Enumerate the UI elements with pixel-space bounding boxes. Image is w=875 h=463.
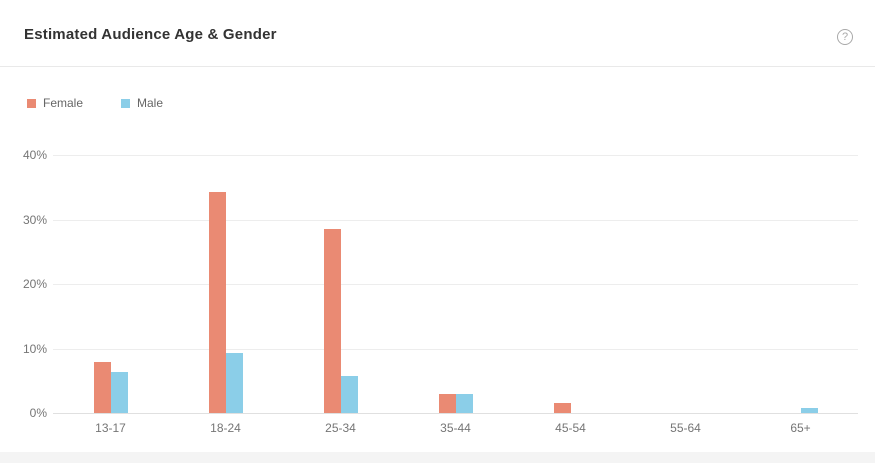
card-header: Estimated Audience Age & Gender ? xyxy=(0,0,875,67)
x-axis-tick-label: 65+ xyxy=(790,421,811,435)
male-bar-18-24[interactable] xyxy=(225,353,243,413)
age-gender-bar-chart: 0% 10% 20% 30% 40% 13-17 18-24 25-34 35-44 45-54 5… xyxy=(0,148,875,445)
female-bar-25-34[interactable] xyxy=(323,229,341,413)
category-group-35-44: 35-44 xyxy=(398,155,513,435)
legend-item-female[interactable]: Female xyxy=(27,96,83,110)
bar-pair xyxy=(784,408,818,413)
chart-legend: Female Male xyxy=(27,96,163,110)
female-bar-45-54[interactable] xyxy=(553,403,571,413)
bar-groups: 13-17 18-24 25-34 35-44 45-54 55-64 65+ xyxy=(53,155,858,435)
x-axis-tick-label: 18-24 xyxy=(210,421,241,435)
category-group-18-24: 18-24 xyxy=(168,155,283,435)
gridline-20% xyxy=(53,284,858,285)
x-axis-tick-label: 35-44 xyxy=(440,421,471,435)
y-axis-tick-label: 40% xyxy=(22,148,47,162)
legend-label: Female xyxy=(43,96,84,110)
bar-pair xyxy=(208,192,243,413)
female-bar-13-17[interactable] xyxy=(93,362,111,413)
bar-pair xyxy=(323,229,358,413)
y-axis-tick-label: 30% xyxy=(22,213,47,227)
gridline-10% xyxy=(53,349,858,350)
gridline-0% xyxy=(53,413,858,414)
male-bar-65+[interactable] xyxy=(800,408,818,413)
female-bar-35-44[interactable] xyxy=(438,394,456,413)
category-group-55-64: 55-64 xyxy=(628,155,743,435)
x-axis-tick-label: 13-17 xyxy=(95,421,126,435)
gridline-30% xyxy=(53,220,858,221)
male-bar-13-17[interactable] xyxy=(110,372,128,413)
legend-label: Male xyxy=(137,96,164,110)
gridline-40% xyxy=(53,155,858,156)
x-axis-tick-label: 55-64 xyxy=(670,421,701,435)
x-axis-tick-label: 25-34 xyxy=(325,421,356,435)
y-axis-tick-label: 0% xyxy=(29,406,47,420)
male-bar-25-34[interactable] xyxy=(340,376,358,413)
category-group-13-17: 13-17 xyxy=(53,155,168,435)
category-group-65+: 65+ xyxy=(743,155,858,435)
bar-pair xyxy=(438,394,473,413)
category-group-25-34: 25-34 xyxy=(283,155,398,435)
legend-swatch-icon xyxy=(27,98,36,108)
legend-item-male[interactable]: Male xyxy=(121,96,163,110)
x-axis-tick-label: 45-54 xyxy=(555,421,586,435)
page-title: Estimated Audience Age & Gender xyxy=(24,26,277,43)
male-bar-35-44[interactable] xyxy=(455,394,473,413)
female-bar-18-24[interactable] xyxy=(208,192,226,413)
y-axis-tick-label: 20% xyxy=(22,277,47,291)
bar-pair xyxy=(93,362,128,413)
bar-pair xyxy=(553,403,588,413)
help-icon[interactable]: ? xyxy=(837,29,853,45)
y-axis-tick-label: 10% xyxy=(22,342,47,356)
audience-age-gender-card: Estimated Audience Age & Gender ? Female… xyxy=(0,0,875,452)
legend-swatch-icon xyxy=(121,98,131,108)
category-group-45-54: 45-54 xyxy=(513,155,628,435)
